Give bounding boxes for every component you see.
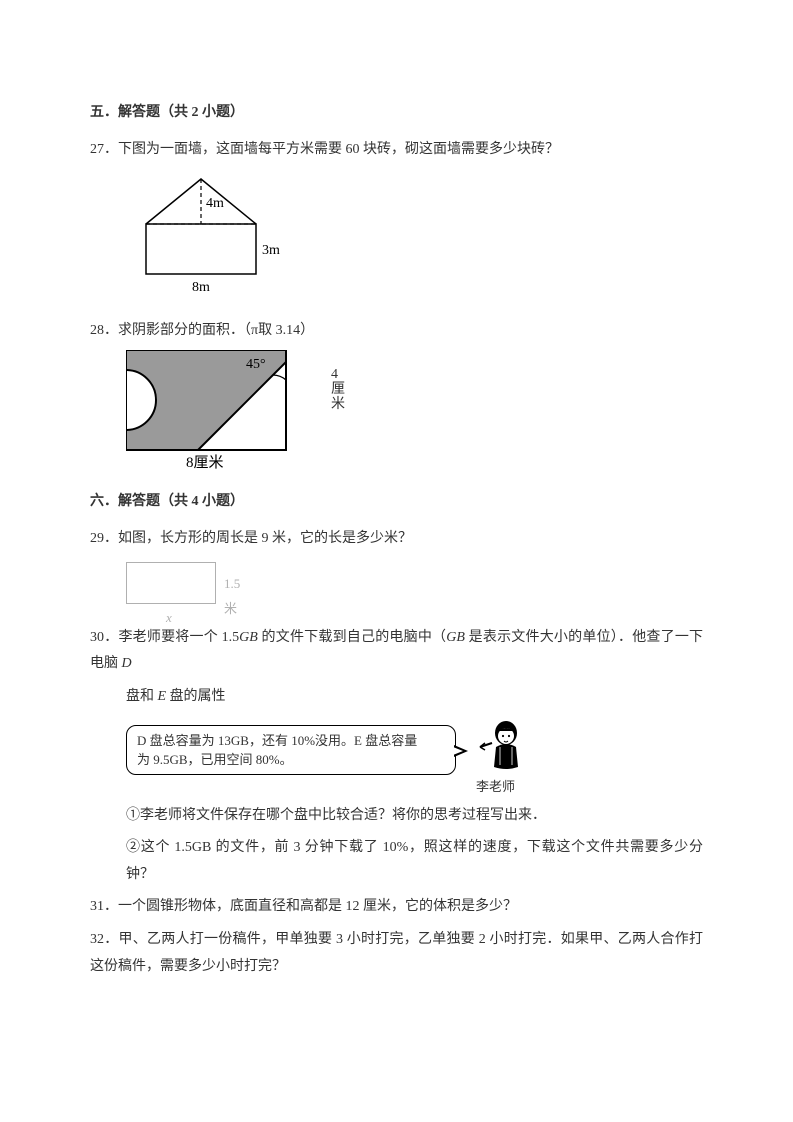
shaded-area-svg: 45° 8厘米: [126, 350, 326, 470]
q30-speech-row: D 盘总容量为 13GB，还有 10%没用。E 盘总容量 为 9.5GB，已用空…: [126, 717, 703, 795]
q32-text: 甲、乙两人打一份稿件，甲单独要 3 小时打完，乙单独要 2 小时打完．如果甲、乙…: [90, 932, 703, 974]
q30-text-a: 李老师要将一个 1.5: [118, 630, 239, 645]
label-x: x: [166, 606, 172, 631]
q28-number: 28．: [90, 323, 118, 338]
speech-line1: D 盘总容量为 13GB，还有 10%没用。E 盘总容量: [137, 731, 445, 751]
label-8m: 8m: [192, 280, 210, 295]
q30-sub2: ②这个 1.5GB 的文件，前 3 分钟下载了 10%，照这样的速度，下载这个文…: [90, 835, 703, 888]
q27-text: 下图为一面墙，这面墙每平方米需要 60 块砖，砌这面墙需要多少块砖？: [118, 142, 559, 157]
q30-number: 30．: [90, 630, 118, 645]
q30-line2a: 盘和: [126, 689, 158, 704]
question-31: 31．一个圆锥形物体，底面直径和高都是 12 厘米，它的体积是多少？: [90, 894, 703, 921]
question-30-line2: 盘和 E 盘的属性: [90, 684, 703, 711]
teacher-name: 李老师: [476, 775, 515, 800]
q31-text: 一个圆锥形物体，底面直径和高都是 12 厘米，它的体积是多少？: [118, 899, 517, 914]
q30-gb2: GB: [446, 630, 465, 645]
q30-text-b: 的文件下载到自己的电脑中（: [258, 630, 446, 645]
section-5-title: 五．解答题（共 2 小题）: [90, 100, 703, 127]
q28-text: 求阴影部分的面积．（π取 3.14）: [118, 323, 314, 338]
label-4cm: 4厘米: [331, 368, 345, 412]
q30-d: D: [122, 656, 132, 671]
q30-line2b: 盘的属性: [166, 689, 226, 704]
label-3m: 3m: [262, 243, 280, 258]
q29-number: 29．: [90, 531, 118, 546]
label-45deg: 45°: [246, 357, 266, 372]
q29-figure: 1.5米 x: [126, 562, 216, 604]
rectangle-box: [126, 562, 216, 604]
q32-number: 32．: [90, 932, 119, 947]
question-28: 28．求阴影部分的面积．（π取 3.14）: [90, 318, 703, 345]
teacher-icon: [478, 717, 524, 777]
q29-text: 如图，长方形的周长是 9 米，它的长是多少米？: [118, 531, 412, 546]
speech-bubble: D 盘总容量为 13GB，还有 10%没用。E 盘总容量 为 9.5GB，已用空…: [126, 725, 456, 775]
question-29: 29．如图，长方形的周长是 9 米，它的长是多少米？: [90, 526, 703, 553]
angle-arc: [273, 375, 286, 380]
q30-sub1: ①李老师将文件保存在哪个盘中比较合适？将你的思考过程写出来．: [90, 803, 703, 830]
q31-number: 31．: [90, 899, 118, 914]
q28-figure: 45° 8厘米 4厘米: [126, 350, 703, 481]
question-30: 30．李老师要将一个 1.5GB 的文件下载到自己的电脑中（GB 是表示文件大小…: [90, 625, 703, 678]
speech-line2: 为 9.5GB，已用空间 80%。: [137, 750, 445, 770]
section-6-title: 六．解答题（共 4 小题）: [90, 489, 703, 516]
exam-page: 五．解答题（共 2 小题） 27．下图为一面墙，这面墙每平方米需要 60 块砖，…: [0, 0, 793, 1046]
label-1p5m: 1.5米: [224, 572, 240, 621]
q30-e: E: [158, 689, 167, 704]
q30-gb1: GB: [239, 630, 258, 645]
wall-rect: [146, 224, 256, 274]
speech-tail: [454, 745, 468, 757]
q27-number: 27．: [90, 142, 118, 157]
house-wall-svg: 4m 3m 8m: [126, 169, 286, 299]
question-27: 27．下图为一面墙，这面墙每平方米需要 60 块砖，砌这面墙需要多少块砖？: [90, 137, 703, 164]
question-32: 32．甲、乙两人打一份稿件，甲单独要 3 小时打完，乙单独要 2 小时打完．如果…: [90, 927, 703, 980]
q27-figure: 4m 3m 8m: [126, 169, 703, 310]
label-8cm: 8厘米: [186, 454, 224, 470]
label-4m: 4m: [206, 196, 224, 211]
